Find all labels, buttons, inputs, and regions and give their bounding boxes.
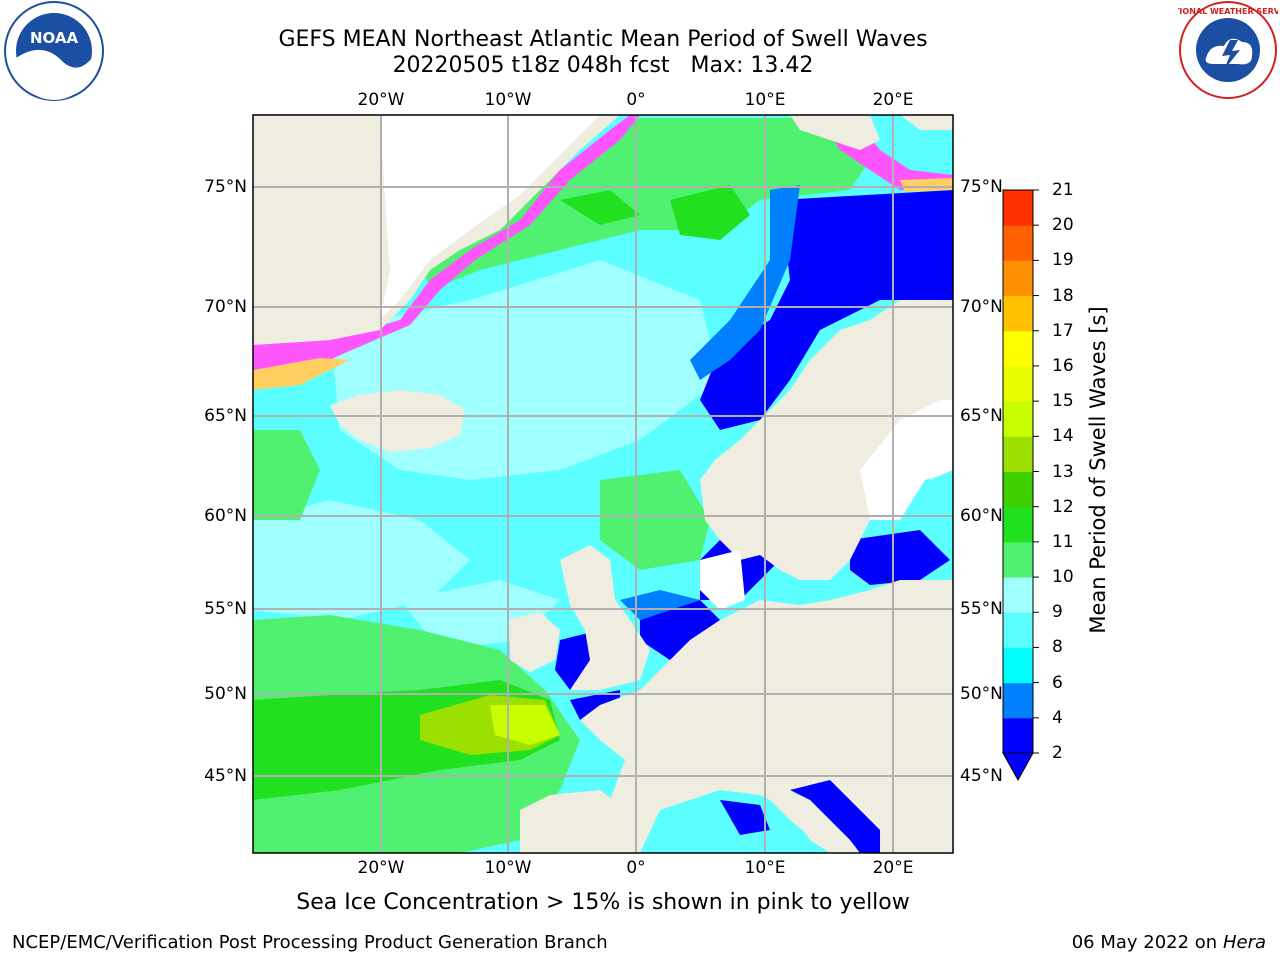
colorbar-tick-label: 4 bbox=[1052, 707, 1063, 728]
colorbar-segment bbox=[1003, 365, 1033, 402]
colorbar-tick-label: 2 bbox=[1052, 743, 1063, 763]
colorbar-segment bbox=[1003, 647, 1033, 684]
lon-label-bottom: 20°E bbox=[872, 858, 914, 878]
colorbar-tick-label: 14 bbox=[1052, 426, 1074, 447]
colorbar-tick-label: 16 bbox=[1052, 355, 1074, 376]
gridlines bbox=[253, 115, 953, 853]
noaa-logo-text: NOAA bbox=[30, 29, 79, 47]
footer-host: Hera bbox=[1222, 932, 1266, 953]
lon-label-top: 20°E bbox=[872, 90, 914, 110]
lon-label-top: 10°W bbox=[484, 90, 532, 110]
colorbar-segment bbox=[1003, 330, 1033, 367]
swell-zone-2-4s-barents bbox=[700, 190, 953, 430]
lat-label-right: 45°N bbox=[960, 766, 1003, 786]
colorbar-tick-label: 11 bbox=[1052, 531, 1074, 552]
colorbar-segment bbox=[1003, 401, 1033, 437]
colorbar-tick-label: 17 bbox=[1052, 320, 1074, 341]
colorbar-segment bbox=[1003, 717, 1033, 754]
lat-label-right: 50°N bbox=[960, 684, 1003, 704]
colorbar-tick-label: 12 bbox=[1052, 496, 1074, 517]
max-value: Max: 13.42 bbox=[690, 53, 814, 78]
lat-label-left: 45°N bbox=[204, 766, 247, 786]
lat-label-left: 50°N bbox=[204, 684, 247, 704]
lat-label-left: 60°N bbox=[204, 506, 247, 526]
colorbar-tick-label: 10 bbox=[1052, 567, 1074, 588]
lon-label-top: 0° bbox=[626, 90, 646, 110]
colorbar-segment bbox=[1003, 682, 1033, 719]
lat-label-right: 55°N bbox=[960, 599, 1003, 619]
lon-label-bottom: 10°W bbox=[484, 858, 532, 878]
map-frame bbox=[252, 114, 954, 854]
colorbar-tick-label: 8 bbox=[1052, 637, 1063, 658]
colorbar-tick-label: 6 bbox=[1052, 672, 1063, 693]
iberia bbox=[520, 790, 640, 853]
colorbar-segment bbox=[1003, 190, 1033, 226]
chart-subtitle: 20220505 t18z 048h fcst Max: 13.42 bbox=[253, 53, 953, 79]
lon-label-bottom: 20°W bbox=[357, 858, 405, 878]
chart-title: GEFS MEAN Northeast Atlantic Mean Period… bbox=[278, 27, 928, 52]
colorbar-segment bbox=[1003, 295, 1033, 332]
colorbar-segment bbox=[1003, 260, 1033, 297]
lat-label-left: 55°N bbox=[204, 599, 247, 619]
footer-credit: NCEP/EMC/Verification Post Processing Pr… bbox=[12, 932, 608, 953]
scandinavia bbox=[700, 195, 953, 580]
swell-zone-9-10s-north bbox=[420, 118, 870, 290]
noaa-logo: NOAA bbox=[4, 1, 104, 101]
colorbar-segment bbox=[1003, 541, 1033, 578]
svalbard bbox=[790, 115, 880, 150]
colorbar-tick-label: 21 bbox=[1052, 180, 1074, 200]
colorbar-segment bbox=[1003, 506, 1033, 543]
continental-europe bbox=[580, 580, 953, 853]
colorbar-segment bbox=[1003, 612, 1033, 648]
sea-ice-edge bbox=[253, 115, 640, 375]
colorbar bbox=[1002, 189, 1039, 782]
iceland bbox=[330, 390, 465, 452]
colorbar-segment bbox=[1003, 225, 1033, 261]
colorbar-segment bbox=[1003, 577, 1033, 613]
colorbar-tick-label: 19 bbox=[1052, 250, 1074, 271]
lat-label-right: 70°N bbox=[960, 297, 1003, 317]
lon-label-bottom: 10°E bbox=[744, 858, 786, 878]
national-weather-service-logo: NATIONAL WEATHER SERVICE bbox=[1178, 1, 1278, 99]
great-britain bbox=[560, 545, 650, 690]
colorbar-tick-label: 20 bbox=[1052, 215, 1074, 236]
colorbar-extend-arrow bbox=[1002, 752, 1034, 782]
lon-label-top: 10°E bbox=[744, 90, 786, 110]
sea-ice-caption: Sea Ice Concentration > 15% is shown in … bbox=[296, 890, 910, 915]
ireland bbox=[510, 612, 560, 672]
lon-label-bottom: 0° bbox=[626, 858, 646, 878]
colorbar-tick-label: 13 bbox=[1052, 461, 1074, 482]
nws-logo-text: NATIONAL WEATHER SERVICE bbox=[1178, 7, 1278, 16]
lon-label-top: 20°W bbox=[357, 90, 405, 110]
colorbar-label: Mean Period of Swell Waves [s] bbox=[1086, 306, 1110, 634]
lat-label-left: 75°N bbox=[204, 177, 247, 197]
colorbar-segment bbox=[1003, 471, 1033, 508]
forecast-run: 20220505 t18z 048h fcst bbox=[392, 53, 670, 78]
lat-label-right: 65°N bbox=[960, 406, 1003, 426]
lat-label-right: 75°N bbox=[960, 177, 1003, 197]
colorbar-tick-label: 9 bbox=[1052, 602, 1063, 623]
colorbar-tick-label: 15 bbox=[1052, 391, 1074, 412]
colorbar-segment bbox=[1003, 436, 1033, 472]
footer-date: 06 May 2022 on Hera bbox=[1072, 932, 1266, 953]
lat-label-left: 70°N bbox=[204, 297, 247, 317]
lat-label-right: 60°N bbox=[960, 506, 1003, 526]
footer-date-text: 06 May 2022 on bbox=[1071, 932, 1218, 953]
lat-label-left: 65°N bbox=[204, 406, 247, 426]
colorbar-tick-label: 18 bbox=[1052, 285, 1074, 306]
